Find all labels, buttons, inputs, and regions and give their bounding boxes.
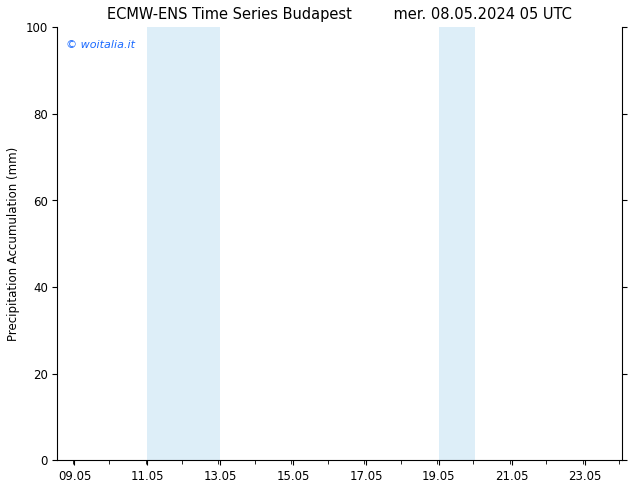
Bar [147,27,220,460]
Title: ECMW-ENS Time Series Budapest         mer. 08.05.2024 05 UTC: ECMW-ENS Time Series Budapest mer. 08.05… [107,7,573,22]
Bar [439,27,476,460]
Y-axis label: Precipitation Accumulation (mm): Precipitation Accumulation (mm) [7,147,20,341]
Text: © woitalia.it: © woitalia.it [66,40,135,50]
